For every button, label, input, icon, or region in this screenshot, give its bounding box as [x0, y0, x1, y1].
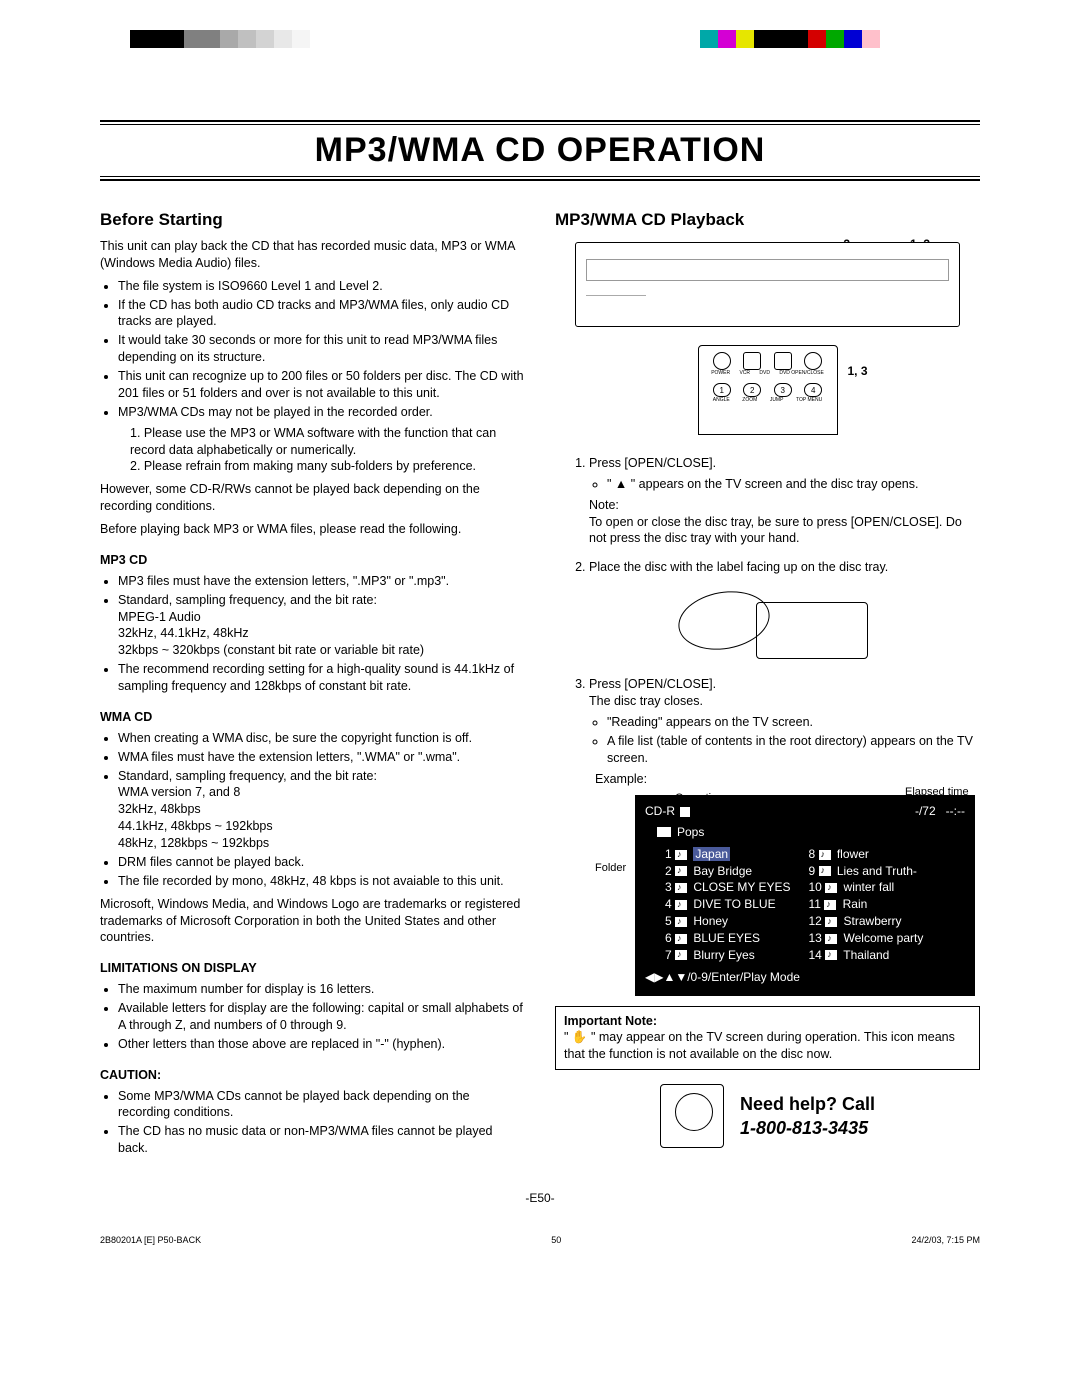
step-2: Place the disc with the label facing up … [589, 559, 980, 576]
footer-meta: 2B80201A [E] P50-BACK 50 24/2/03, 7:15 P… [60, 1205, 1020, 1245]
page-title-rule: MP3/WMA CD OPERATION [100, 120, 980, 181]
mp3-bullet-list: MP3 files must have the extension letter… [100, 573, 525, 695]
tv-media-type: CD-R [645, 804, 675, 818]
help-line-1: Need help? Call [740, 1092, 875, 1116]
tv-file-item: 10 winter fall [809, 879, 924, 896]
tv-file-item: 2 Bay Bridge [665, 863, 791, 880]
list-item: 2. Please refrain from making many sub-f… [130, 458, 525, 475]
list-item: 1. Please use the MP3 or WMA software wi… [130, 425, 525, 459]
print-registration-marks [60, 20, 1020, 60]
step1-bullet: " ▲ " appears on the TV screen and the d… [607, 476, 980, 493]
important-note-box: Important Note: " ✋ " may appear on the … [555, 1006, 980, 1071]
tv-file-item: 14 Thailand [809, 947, 924, 964]
list-item: When creating a WMA disc, be sure the co… [118, 730, 525, 747]
steps-list-cont: Press [OPEN/CLOSE]. The disc tray closes… [555, 676, 980, 766]
tv-track: -/72 [915, 804, 936, 818]
step3-lead: Press [OPEN/CLOSE]. [589, 677, 716, 691]
remote-diagram: POWERVCRDVDDVD OPEN/CLOSE 1234 ANGLEZOOM… [698, 345, 838, 435]
intro-text: This unit can play back the CD that has … [100, 238, 525, 272]
footer-left: 2B80201A [E] P50-BACK [100, 1235, 201, 1245]
footer-mid: 50 [551, 1235, 561, 1245]
tv-file-item: 3 CLOSE MY EYES [665, 879, 791, 896]
tv-file-item: 4 DIVE TO BLUE [665, 896, 791, 913]
help-phone: 1-800-813-3435 [740, 1116, 875, 1140]
disc-tray-illustration [668, 582, 868, 662]
tv-file-item: 6 BLUE EYES [665, 930, 791, 947]
tv-example-wrap: Example: Operation Media type Folder Fil… [555, 771, 980, 996]
tv-footer: ◀▶▲▼/0-9/Enter/Play Mode [645, 963, 965, 985]
limitations-bullet-list: The maximum number for display is 16 let… [100, 981, 525, 1053]
list-item: The file recorded by mono, 48kHz, 48 kbp… [118, 873, 525, 890]
important-note-heading: Important Note: [564, 1014, 657, 1028]
page-number: -E50- [60, 1191, 1020, 1205]
right-column: MP3/WMA CD Playback 2 1, 3 POWERVCRDVDDV… [555, 201, 980, 1161]
list-item: Standard, sampling frequency, and the bi… [118, 592, 525, 660]
before-play-text: Before playing back MP3 or WMA files, pl… [100, 521, 525, 538]
however-text: However, some CD-R/RWs cannot be played … [100, 481, 525, 515]
playback-heading: MP3/WMA CD Playback [555, 209, 980, 232]
step3-b2: A file list (table of contents in the ro… [607, 733, 980, 767]
list-item: The recommend recording setting for a hi… [118, 661, 525, 695]
list-item: It would take 30 seconds or more for thi… [118, 332, 525, 366]
list-item: WMA files must have the extension letter… [118, 749, 525, 766]
wma-bullet-list: When creating a WMA disc, be sure the co… [100, 730, 525, 890]
tv-screen: CD-R -/72 --:-- Pops 1 Japan2 Bay Bridge… [635, 795, 975, 995]
list-item: DRM files cannot be played back. [118, 854, 525, 871]
step-3: Press [OPEN/CLOSE]. The disc tray closes… [589, 676, 980, 766]
tv-file-item: 8 flower [809, 846, 924, 863]
important-note-body: " ✋ " may appear on the TV screen during… [564, 1030, 955, 1061]
page-title: MP3/WMA CD OPERATION [100, 131, 980, 170]
tv-files-left: 1 Japan2 Bay Bridge3 CLOSE MY EYES4 DIVE… [665, 846, 791, 964]
callout-1-3-remote: 1, 3 [848, 363, 868, 379]
list-item: If the CD has both audio CD tracks and M… [118, 297, 525, 331]
player-diagram [575, 242, 960, 327]
left-column: Before Starting This unit can play back … [100, 201, 525, 1161]
list-item: Available letters for display are the fo… [118, 1000, 525, 1034]
caution-heading: CAUTION: [100, 1067, 525, 1084]
list-item: The CD has no music data or non-MP3/WMA … [118, 1123, 525, 1157]
tv-file-item: 11 Rain [809, 896, 924, 913]
list-item: Some MP3/WMA CDs cannot be played back d… [118, 1088, 525, 1122]
tv-file-item: 9 Lies and Truth- [809, 863, 924, 880]
limitations-heading: LIMITATIONS ON DISPLAY [100, 960, 525, 977]
tv-file-item: 7 Blurry Eyes [665, 947, 791, 964]
step3-b1: "Reading" appears on the TV screen. [607, 714, 980, 731]
list-item: MP3 files must have the extension letter… [118, 573, 525, 590]
tv-file-item: 13 Welcome party [809, 930, 924, 947]
tv-file-item: 12 Strawberry [809, 913, 924, 930]
footer-right: 24/2/03, 7:15 PM [911, 1235, 980, 1245]
sub-ordered-list: 1. Please use the MP3 or WMA software wi… [100, 425, 525, 476]
tv-files-right: 8 flower9 Lies and Truth-10 winter fall1… [809, 846, 924, 964]
label-folder: Folder [595, 861, 626, 876]
step-1: Press [OPEN/CLOSE]. " ▲ " appears on the… [589, 455, 980, 547]
mp3-cd-heading: MP3 CD [100, 552, 525, 569]
help-face-icon [660, 1084, 724, 1148]
list-item: This unit can recognize up to 200 files … [118, 368, 525, 402]
step3-sub: The disc tray closes. [589, 694, 703, 708]
stop-icon [680, 807, 690, 817]
step1-lead: Press [OPEN/CLOSE]. [589, 456, 716, 470]
step1-note-label: Note: [589, 498, 619, 512]
wma-cd-heading: WMA CD [100, 709, 525, 726]
caution-bullet-list: Some MP3/WMA CDs cannot be played back d… [100, 1088, 525, 1158]
folder-icon [657, 827, 671, 837]
tv-file-item: 1 Japan [665, 846, 791, 863]
step1-note-text: To open or close the disc tray, be sure … [589, 515, 962, 546]
list-item: The file system is ISO9660 Level 1 and L… [118, 278, 525, 295]
before-starting-heading: Before Starting [100, 209, 525, 232]
tv-file-item: 5 Honey [665, 913, 791, 930]
main-bullet-list: The file system is ISO9660 Level 1 and L… [100, 278, 525, 421]
help-callout: Need help? Call 1-800-813-3435 [555, 1084, 980, 1148]
ms-trademark-text: Microsoft, Windows Media, and Windows Lo… [100, 896, 525, 947]
list-item: Other letters than those above are repla… [118, 1036, 525, 1053]
steps-list: Press [OPEN/CLOSE]. " ▲ " appears on the… [555, 455, 980, 576]
tv-time: --:-- [946, 804, 965, 818]
list-item: The maximum number for display is 16 let… [118, 981, 525, 998]
tv-folder-name: Pops [677, 824, 704, 840]
list-item: MP3/WMA CDs may not be played in the rec… [118, 404, 525, 421]
list-item: Standard, sampling frequency, and the bi… [118, 768, 525, 852]
